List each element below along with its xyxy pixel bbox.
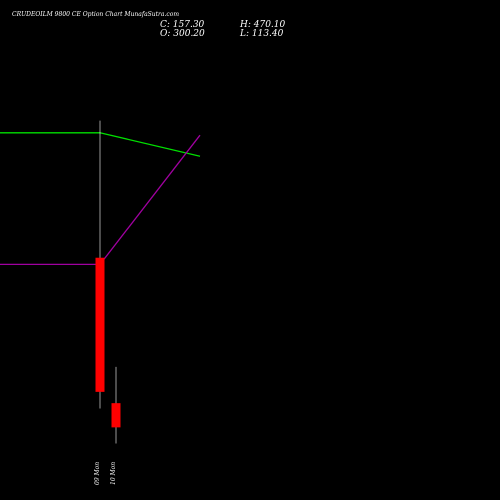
x-tick-label: 10 Mon <box>110 462 117 485</box>
candle-1 <box>111 366 121 444</box>
chart-title: CRUDEOILM 9800 CE Option Chart MunafaSut… <box>12 11 180 18</box>
candle-body <box>111 403 121 428</box>
high-value: H: 470.10 <box>240 20 286 30</box>
close-value: C: 157.30 <box>160 20 205 30</box>
candle-0 <box>95 120 105 409</box>
open-value: O: 300.20 <box>160 29 205 39</box>
low-value: L: 113.40 <box>240 29 284 39</box>
candle-body <box>95 257 105 392</box>
x-tick-label: 09 Mon <box>94 462 101 485</box>
